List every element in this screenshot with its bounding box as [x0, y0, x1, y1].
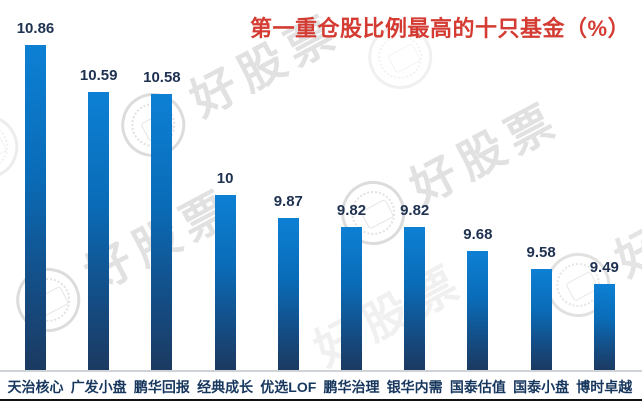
category-label: 国泰小盘 — [513, 379, 570, 395]
value-label: 10 — [216, 170, 234, 187]
bottom-border-line — [0, 399, 642, 401]
value-label: 9.68 — [463, 226, 493, 243]
value-label: 9.82 — [336, 201, 367, 219]
value-label: 9.82 — [400, 201, 430, 219]
category-label: 鹏华回报 — [133, 379, 190, 395]
category-label: 银华内需 — [386, 379, 443, 395]
category-label: 天治核心 — [7, 379, 64, 395]
bar — [404, 226, 426, 370]
value-label: 10.58 — [143, 68, 181, 86]
category-label: 优选LOF — [260, 379, 317, 395]
bar — [151, 93, 173, 370]
category-label: 鹏华治理 — [323, 379, 380, 395]
bar — [341, 226, 362, 370]
bar — [214, 195, 236, 370]
value-label: 10.59 — [79, 66, 118, 84]
bar — [277, 217, 299, 370]
bar — [593, 284, 615, 370]
category-label: 博时卓越 — [576, 379, 633, 395]
value-label: 9.58 — [526, 243, 556, 261]
bar — [88, 91, 110, 370]
category-label: 国泰估值 — [449, 379, 506, 395]
value-label: 9.87 — [273, 192, 303, 210]
bar — [530, 268, 552, 370]
value-label: 10.86 — [16, 19, 55, 37]
bar — [25, 44, 46, 370]
value-label: 9.49 — [589, 259, 619, 277]
category-label: 广发小盘 — [70, 379, 127, 395]
bar — [467, 251, 489, 370]
x-axis-line — [0, 370, 642, 372]
category-label: 经典成长 — [197, 379, 254, 395]
chart-title: 第一重仓股比例最高的十只基金（%） — [250, 16, 631, 41]
